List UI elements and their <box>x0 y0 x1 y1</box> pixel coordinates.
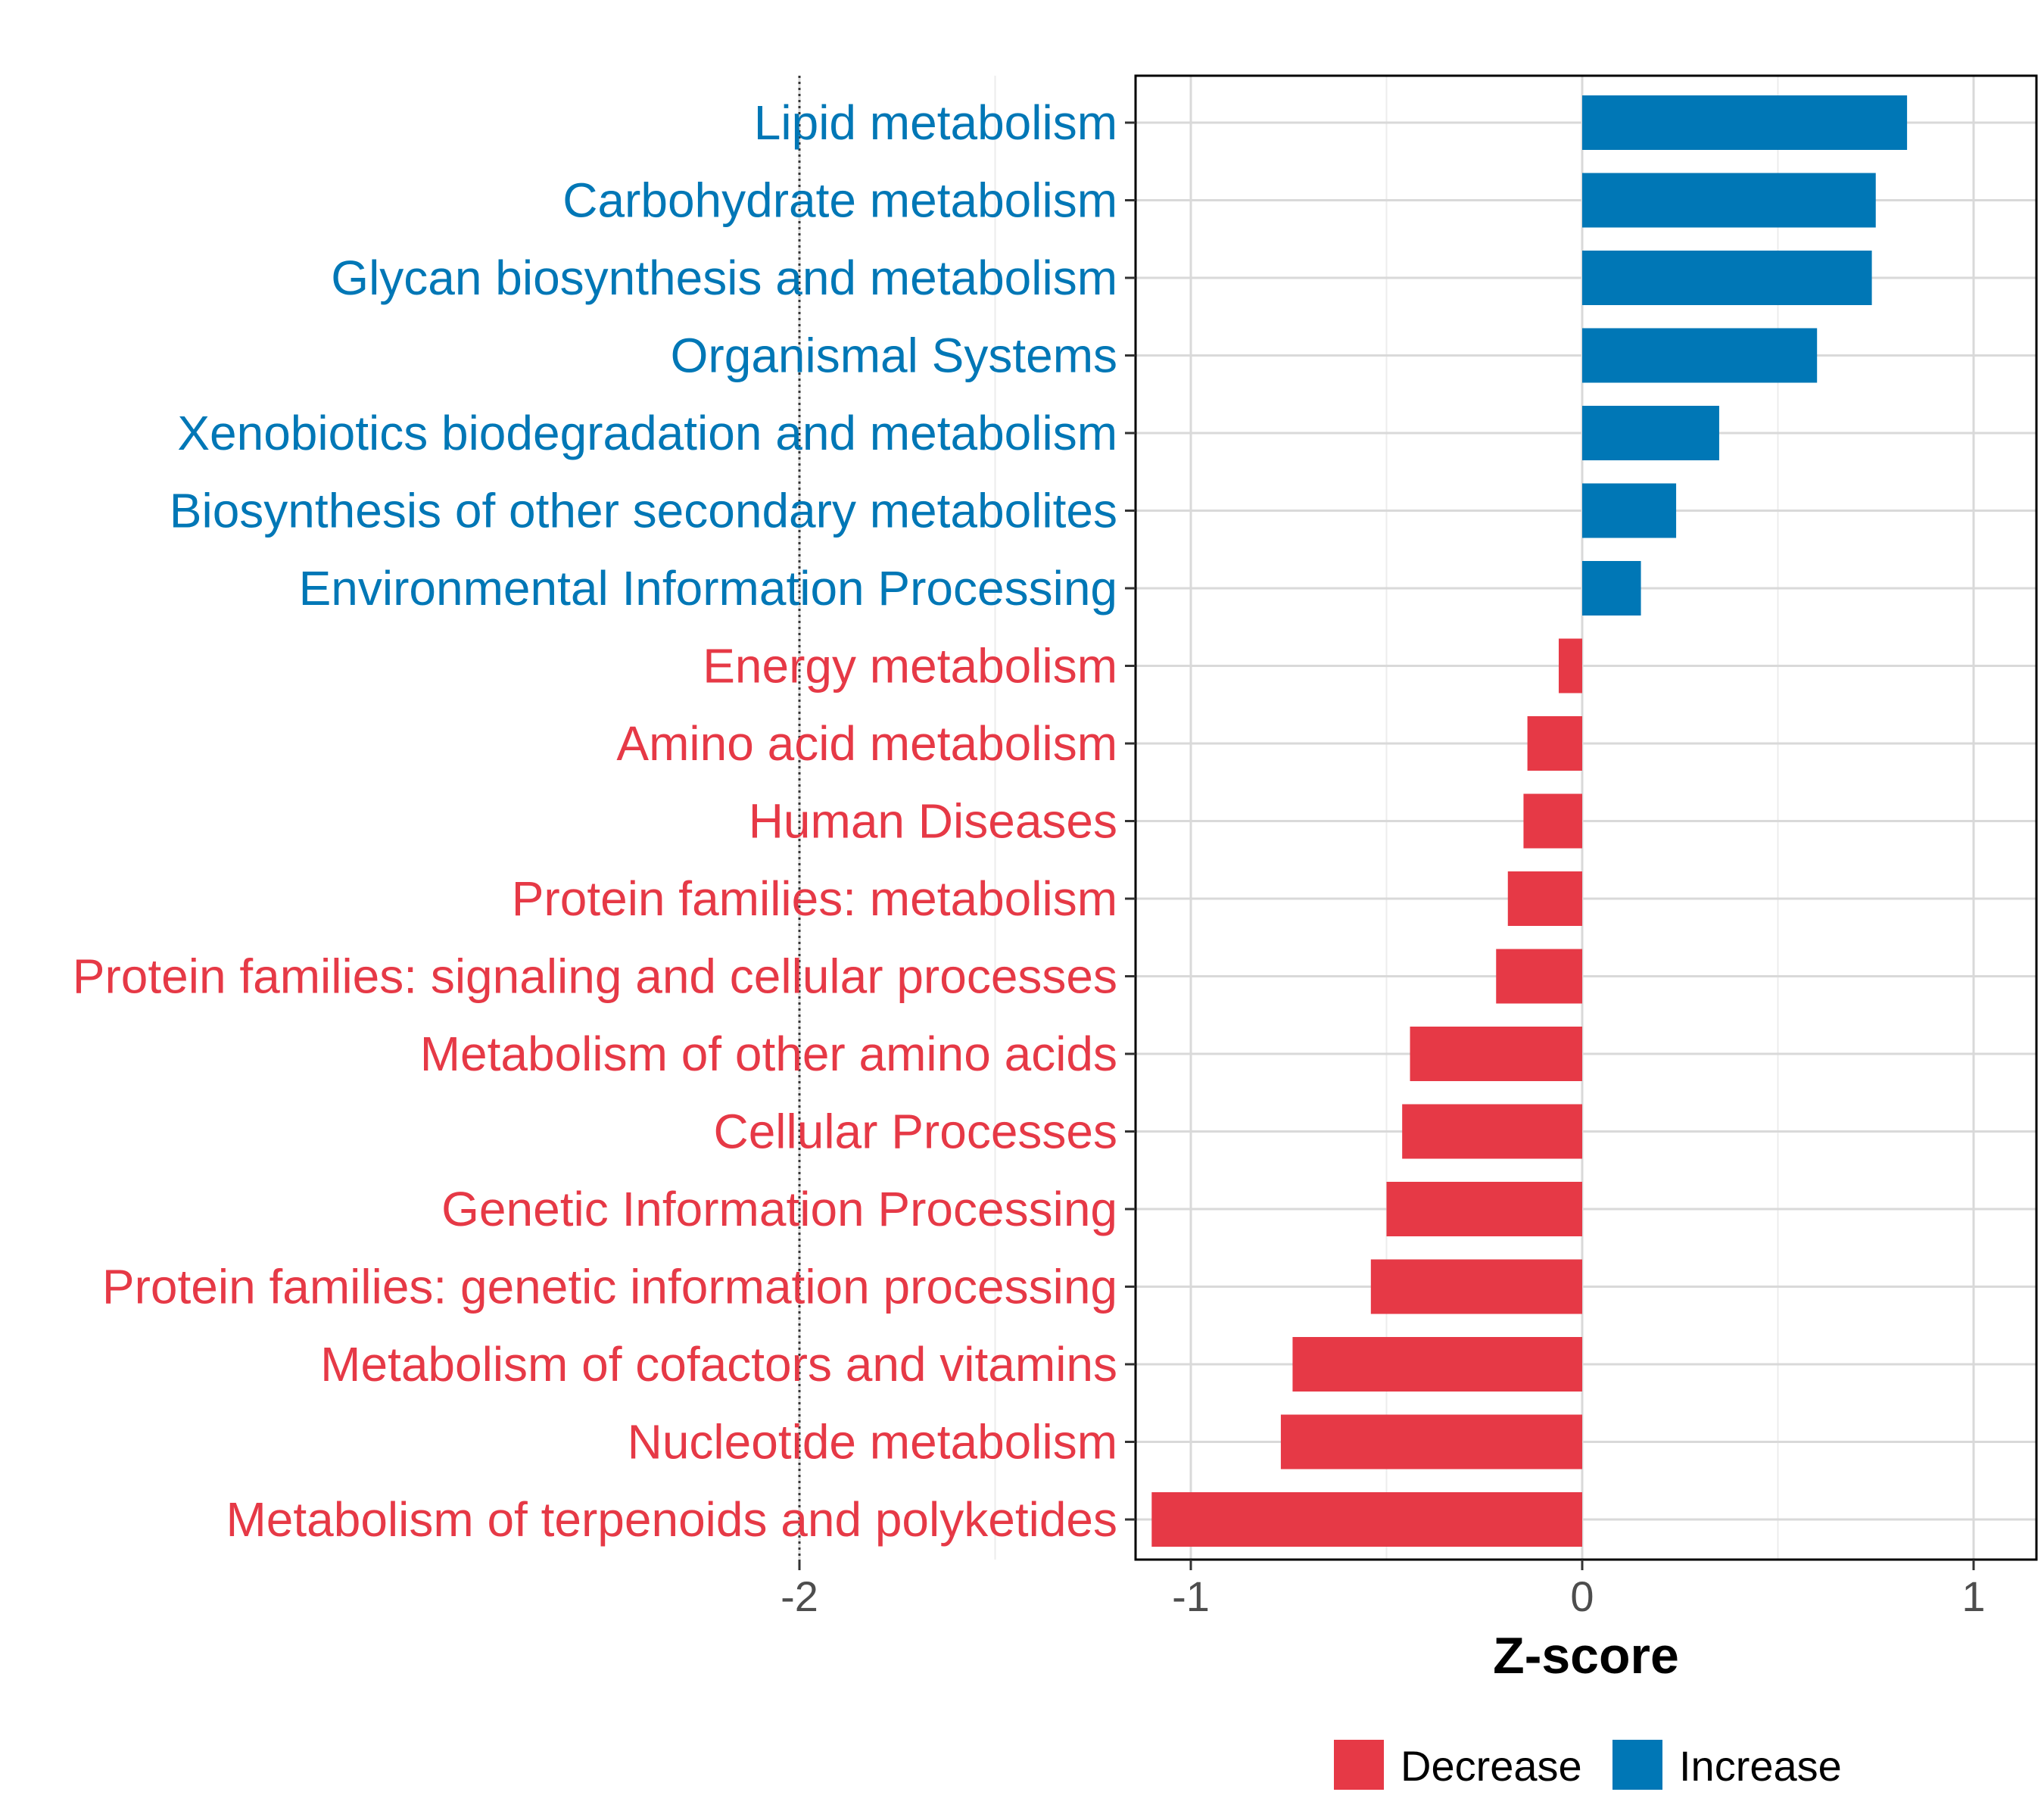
category-label: Carbohydrate metabolism <box>562 173 1117 228</box>
x-tick-label: -1 <box>1172 1572 1210 1620</box>
x-axis-title: Z-score <box>1493 1627 1679 1685</box>
category-label: Biosynthesis of other secondary metaboli… <box>170 484 1117 538</box>
y-axis-ticks <box>1125 121 1136 1521</box>
bar-increase <box>1582 406 1719 460</box>
x-tick-label: 1 <box>1961 1572 1985 1620</box>
legend: Decrease Increase <box>1334 1740 1842 1790</box>
category-label: Protein families: metabolism <box>512 871 1117 926</box>
bar-decrease <box>1292 1337 1582 1392</box>
bar-increase <box>1582 483 1677 538</box>
category-label: Genetic Information Processing <box>441 1182 1117 1236</box>
category-label: Metabolism of terpenoids and polyketides <box>226 1492 1117 1547</box>
bar-decrease <box>1151 1492 1582 1547</box>
category-label: Lipid metabolism <box>754 95 1117 150</box>
category-label: Human Diseases <box>749 794 1117 849</box>
bar-decrease <box>1410 1027 1582 1081</box>
bar-decrease <box>1507 871 1582 926</box>
bar-decrease <box>1558 638 1582 693</box>
bar-increase <box>1582 328 1818 383</box>
category-label: Nucleotide metabolism <box>628 1415 1117 1469</box>
legend-key-decrease <box>1334 1740 1384 1790</box>
category-label: Organismal Systems <box>671 329 1117 383</box>
category-label: Amino acid metabolism <box>616 716 1117 771</box>
legend-key-increase <box>1612 1740 1662 1790</box>
category-label: Glycan biosynthesis and metabolism <box>331 251 1117 305</box>
bar-decrease <box>1523 793 1582 849</box>
bar-decrease <box>1496 949 1582 1004</box>
bars <box>1151 95 1908 1547</box>
bar-increase <box>1582 561 1641 616</box>
category-label: Metabolism of other amino acids <box>420 1027 1117 1081</box>
bar-decrease <box>1280 1414 1582 1469</box>
bar-decrease <box>1527 716 1582 771</box>
bar-increase <box>1582 173 1876 228</box>
bar-decrease <box>1402 1104 1582 1159</box>
category-label: Xenobiotics biodegradation and metabolis… <box>177 406 1117 460</box>
category-label: Protein families: signaling and cellular… <box>73 949 1117 1004</box>
category-label: Metabolism of cofactors and vitamins <box>320 1337 1117 1392</box>
category-label: Energy metabolism <box>703 639 1117 693</box>
x-axis-ticks: -2-1012 <box>781 1560 1986 1620</box>
legend-label-decrease: Decrease <box>1401 1742 1582 1790</box>
category-label: Protein families: genetic information pr… <box>102 1260 1117 1314</box>
category-label: Environmental Information Processing <box>299 561 1117 616</box>
panel-border <box>1134 74 2038 1561</box>
reference-lines <box>798 76 801 1560</box>
bar-decrease <box>1386 1182 1582 1236</box>
bar-increase <box>1582 95 1908 150</box>
x-tick-label: 0 <box>1570 1572 1594 1620</box>
category-labels: Lipid metabolism Carbohydrate metabolism G… <box>73 95 1117 1547</box>
x-tick-label: -2 <box>781 1572 818 1620</box>
category-label: Cellular Processes <box>713 1105 1117 1159</box>
legend-label-increase: Increase <box>1679 1742 1842 1790</box>
bar-increase <box>1582 251 1872 305</box>
bar-decrease <box>1370 1259 1582 1314</box>
